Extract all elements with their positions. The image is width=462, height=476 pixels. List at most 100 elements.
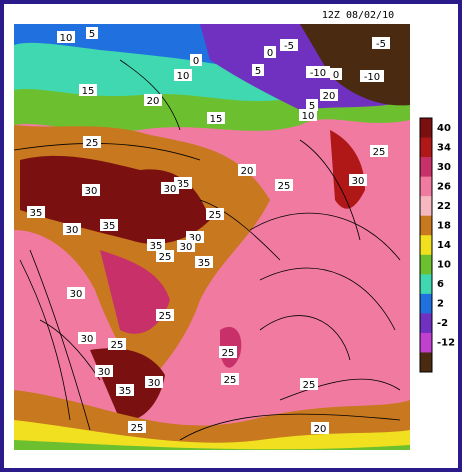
contour-label-box	[306, 66, 330, 78]
colorbar-swatch	[420, 157, 432, 178]
contour-label: -5	[376, 39, 386, 50]
contour-label-box	[67, 287, 85, 299]
hot-land	[100, 250, 170, 334]
contour-label-box	[63, 223, 81, 235]
colorbar-swatch	[420, 196, 432, 217]
contour-label-box	[207, 112, 225, 124]
contour-label: -10	[364, 72, 380, 83]
contour-label-box	[300, 378, 318, 390]
contour-label-box	[108, 338, 126, 350]
colorbar-swatch	[420, 274, 432, 295]
contour-label: 30	[85, 186, 98, 197]
contour-label: 25	[111, 340, 124, 351]
contour-label-box	[83, 136, 101, 148]
colorbar-swatch	[420, 313, 432, 334]
colorbar-swatch	[420, 332, 432, 353]
colorbar-label: 22	[437, 201, 451, 212]
contour-label-box	[275, 179, 293, 191]
contour-label: 20	[314, 424, 327, 435]
contour-label-box	[320, 89, 338, 101]
colorbar-swatch	[420, 352, 432, 373]
contour-label: 35	[198, 258, 211, 269]
contour-label-box	[128, 421, 146, 433]
contour-label-box	[116, 384, 134, 396]
colorbar-swatch	[420, 293, 432, 314]
colorbar-swatch	[420, 215, 432, 236]
colorbar-swatch	[420, 235, 432, 256]
colorbar-label: 34	[437, 142, 451, 153]
contour-label: 0	[267, 48, 273, 59]
contour-label-box	[27, 206, 45, 218]
contour-label-box	[86, 27, 98, 39]
contour-label-box	[311, 422, 329, 434]
contour-label: 5	[89, 29, 95, 40]
contour-label: 30	[180, 242, 193, 253]
contour-label-box	[145, 376, 163, 388]
contour-label: 30	[98, 367, 111, 378]
contour-label-box	[161, 182, 179, 194]
contour-label: 25	[159, 311, 172, 322]
contour-label: 25	[159, 252, 172, 263]
contour-label: 30	[70, 289, 83, 300]
contour-label: 25	[131, 423, 144, 434]
colorbar-swatch	[420, 176, 432, 197]
contour-label-box	[360, 70, 384, 82]
contour-label-box	[156, 250, 174, 262]
contour-label: 0	[193, 56, 199, 67]
contour-label-box	[238, 164, 256, 176]
colorbar-label: 6	[437, 279, 444, 290]
colorbar-label: 2	[437, 299, 444, 310]
contour-label-box	[147, 239, 165, 251]
contour-label: -5	[284, 41, 294, 52]
contour-label-box	[156, 309, 174, 321]
contour-label-box	[79, 84, 97, 96]
contour-label-box	[264, 46, 276, 58]
contour-label: 20	[147, 96, 160, 107]
contour-label: 25	[303, 380, 316, 391]
contour-label: 30	[164, 184, 177, 195]
contour-label-box	[190, 54, 202, 66]
colorbar-label: -2	[437, 318, 448, 329]
colorbar-label: 40	[437, 123, 451, 134]
colorbar-swatch	[420, 137, 432, 158]
colorbar-label: 18	[437, 220, 451, 231]
colorbar-label: 30	[437, 162, 451, 173]
contour-label-box	[219, 346, 237, 358]
contour-label: 20	[241, 166, 254, 177]
contour-label-box	[206, 208, 224, 220]
colorbar-label: 26	[437, 181, 451, 192]
contour-label: 30	[189, 233, 202, 244]
contour-label: 5	[309, 101, 315, 112]
contour-label: 25	[209, 210, 222, 221]
contour-label-box	[252, 64, 264, 76]
contour-label: 0	[333, 70, 339, 81]
contour-label: 25	[278, 181, 291, 192]
contour-label-box	[78, 332, 96, 344]
contour-label: 5	[255, 66, 261, 77]
contour-label-box	[82, 184, 100, 196]
contour-label: 25	[373, 147, 386, 158]
contour-label-box	[370, 145, 388, 157]
contour-label: 35	[150, 241, 163, 252]
contour-label: 35	[177, 179, 190, 190]
contour-label: 15	[82, 86, 95, 97]
contour-label: 30	[148, 378, 161, 389]
contour-label: 35	[119, 386, 132, 397]
contour-label-box	[280, 39, 298, 51]
streamlines	[14, 59, 401, 441]
contour-label-box	[195, 256, 213, 268]
contour-label: 30	[352, 176, 365, 187]
contour-label: 10	[60, 33, 73, 44]
contour-label-box	[95, 365, 113, 377]
contour-label: 10	[302, 111, 315, 122]
contour-label: 35	[30, 208, 43, 219]
contour-label-box	[221, 373, 239, 385]
contour-label-box	[349, 174, 367, 186]
hot-land	[330, 130, 365, 209]
contour-label: -10	[310, 68, 326, 79]
contour-label-box	[57, 31, 75, 43]
contour-label-box	[306, 99, 318, 111]
map-title: 12Z 08/02/10	[322, 10, 394, 21]
contour-label-box	[330, 68, 342, 80]
